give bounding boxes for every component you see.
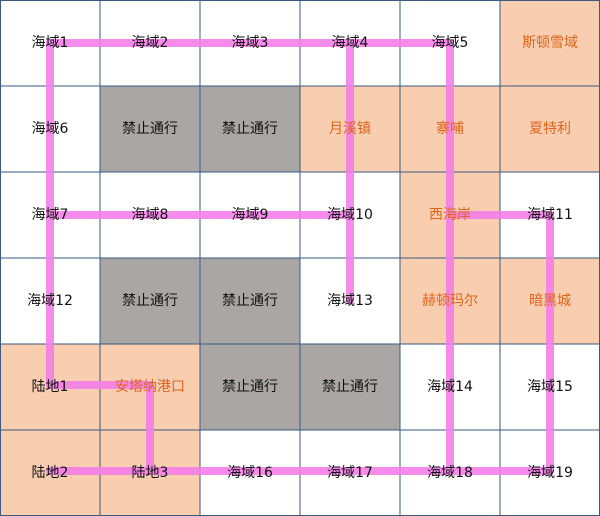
cell-label: 海域6 [32,121,69,137]
cell-label: 海域12 [27,293,73,309]
cell-label: 陆地3 [132,465,169,481]
cell-label: 陆地1 [32,379,69,395]
cell-label: 海域13 [327,293,373,309]
grid-cell [199,257,301,345]
cell-label: 赫顿玛尔 [422,293,478,309]
grid-cell [99,257,201,345]
cell-label: 海域11 [527,207,573,223]
cell-label: 海域14 [427,379,473,395]
cell-label: 海域17 [327,465,373,481]
cell-label: 月溪镇 [329,121,371,137]
cell-label: 海域7 [32,207,69,223]
grid-cell [499,85,600,173]
cell-label: 海域18 [427,465,473,481]
cell-label: 海域2 [132,35,169,51]
cell-label: 海域4 [332,35,369,51]
grid-cell [199,85,301,173]
cell-label: 寨哺 [436,120,464,137]
grid-cell [99,85,201,173]
cell-label: 海域19 [527,465,573,481]
grid-cell [299,343,401,431]
cell-label: 夏特利 [529,121,571,137]
cell-label: 海域5 [432,35,469,51]
route [446,211,554,475]
cell-label: 禁止通行 [122,293,178,309]
cell-label: 禁止通行 [222,293,278,309]
cell-label: 海域9 [232,207,269,223]
cell-label: 海域16 [227,465,273,481]
cell-label: 海域8 [132,207,169,223]
cell-label: 禁止通行 [222,121,278,137]
cell-label: 海域1 [32,35,69,51]
cell-label: 暗黑城 [529,293,571,309]
cell-label: 海域15 [527,379,573,395]
cell-label: 斯顿雪域 [522,35,578,51]
cell-label: 安塔纳港口 [115,379,185,395]
cell-label: 海域3 [232,35,269,51]
cell-label: 海域10 [327,207,373,223]
cell-label: 禁止通行 [222,379,278,395]
cell-label: 禁止通行 [122,121,178,137]
cell-label: 陆地2 [32,465,69,481]
cell-label: 禁止通行 [322,379,378,395]
grid-cell [199,343,301,431]
cell-label: 西海岸 [429,207,471,223]
